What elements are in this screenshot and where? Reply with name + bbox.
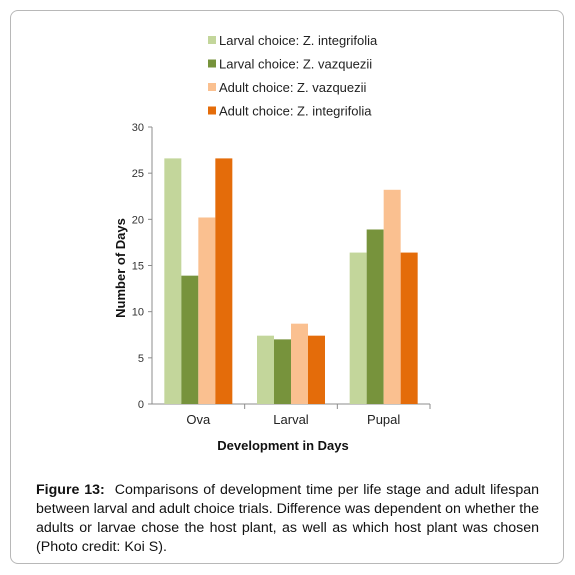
figure-caption: Figure 13: Comparisons of development tim…	[36, 481, 539, 557]
legend-swatch	[208, 59, 216, 68]
figure-frame	[10, 10, 564, 564]
caption-label: Figure 13:	[36, 482, 105, 498]
legend-label: Adult choice: Z. integrifolia	[219, 104, 372, 119]
x-axis-title: Development in Days	[217, 438, 349, 453]
legend: Larval choice: Z. integrifolia Larval cho…	[208, 33, 378, 119]
bar	[383, 189, 401, 404]
bar	[349, 252, 367, 404]
legend-item: Larval choice: Z. integrifolia	[208, 33, 378, 48]
legend-swatch	[208, 106, 216, 115]
x-tick-label: Larval	[273, 412, 309, 427]
bar	[366, 229, 384, 404]
legend-label: Larval choice: Z. vazquezii	[219, 57, 372, 72]
bar	[400, 252, 418, 404]
y-tick-label: 10	[132, 307, 144, 319]
y-axis-title: Number of Days	[113, 218, 128, 318]
legend-swatch	[208, 83, 216, 91]
caption-text: Comparisons of development time per life…	[36, 482, 539, 555]
y-tick-label: 0	[138, 399, 144, 411]
y-tick-label: 20	[132, 214, 144, 226]
bar	[164, 158, 182, 404]
y-tick-label: 15	[132, 261, 144, 273]
bar	[215, 158, 233, 404]
y-tick-label: 25	[132, 168, 144, 180]
legend-label: Larval choice: Z. integrifolia	[219, 33, 378, 48]
bar-chart: Larval choice: Z. integrifolia Larval cho…	[113, 33, 431, 453]
legend-item: Adult choice: Z. integrifolia	[208, 104, 372, 119]
bar	[308, 335, 325, 404]
bar	[274, 339, 291, 404]
y-tick-label: 5	[138, 353, 144, 365]
bar	[198, 217, 216, 404]
x-tick-label: Pupal	[367, 412, 400, 427]
y-tick-label: 30	[132, 122, 144, 134]
chart-bars	[164, 158, 418, 404]
legend-label: Adult choice: Z. vazquezii	[219, 80, 367, 95]
bar	[181, 275, 199, 404]
legend-item: Adult choice: Z. vazquezii	[208, 80, 367, 95]
bar	[257, 335, 274, 404]
x-tick-label: Ova	[186, 412, 211, 427]
bar	[291, 323, 308, 404]
legend-item: Larval choice: Z. vazquezii	[208, 57, 372, 72]
legend-swatch	[208, 36, 216, 44]
